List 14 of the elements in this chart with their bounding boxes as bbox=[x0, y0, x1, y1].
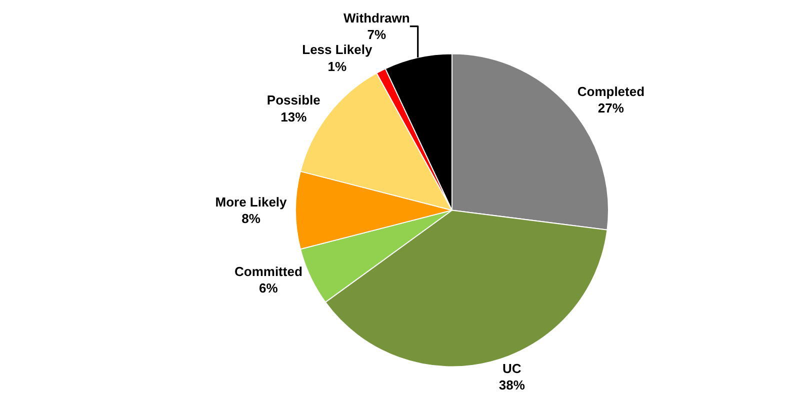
data-label: 38% bbox=[498, 378, 526, 393]
slice-label: Withdrawn bbox=[344, 10, 410, 26]
slice-label: Less Likely bbox=[302, 42, 373, 58]
slice-label: Committed bbox=[234, 264, 302, 279]
data-label: 1% bbox=[328, 59, 348, 74]
data-label: 8% bbox=[242, 211, 261, 226]
data-label: 27% bbox=[598, 100, 624, 116]
slice-label: Completed bbox=[577, 84, 645, 99]
slice-label: UC bbox=[502, 360, 522, 376]
data-label: 13% bbox=[280, 109, 308, 124]
slice-label: More Likely bbox=[215, 194, 288, 210]
slice-label: Possible bbox=[266, 92, 320, 108]
data-label: 7% bbox=[367, 27, 387, 42]
data-label: 6% bbox=[259, 280, 278, 296]
